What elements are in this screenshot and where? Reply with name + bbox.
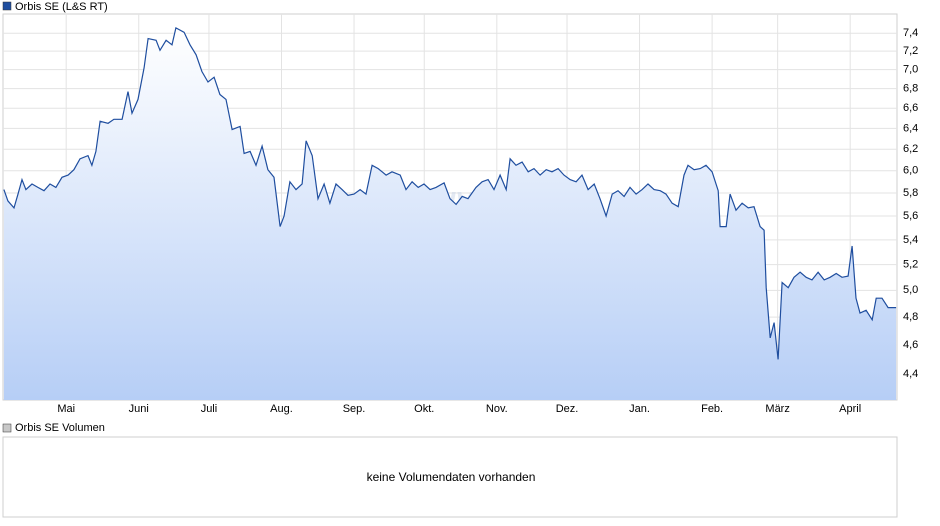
x-tick-label: Feb. xyxy=(701,403,723,415)
price-line xyxy=(3,27,897,360)
x-tick-label: Juni xyxy=(129,403,149,415)
y-tick-label: 5,0 xyxy=(903,284,918,296)
y-tick-label: 5,2 xyxy=(903,259,918,271)
volume-frame xyxy=(2,436,898,518)
y-tick-label: 7,0 xyxy=(903,64,918,76)
no-data-message: keine Volumendaten vorhanden xyxy=(367,470,536,484)
x-tick-label: Sep. xyxy=(343,403,366,415)
y-tick-label: 4,4 xyxy=(903,368,918,380)
area-fill xyxy=(3,27,897,401)
legend-label: Orbis SE (L&S RT) xyxy=(15,1,108,13)
y-tick-label: 4,6 xyxy=(903,339,918,351)
y-tick-label: 6,6 xyxy=(903,102,918,114)
x-tick-label: März xyxy=(765,403,789,415)
y-tick-label: 5,8 xyxy=(903,187,918,199)
plot: ARIVA xyxy=(3,27,897,401)
legend-swatch xyxy=(2,1,12,11)
x-tick-label: Jan. xyxy=(629,403,650,415)
x-tick-label: Juli xyxy=(201,403,218,415)
y-tick-label: 6,8 xyxy=(903,83,918,95)
x-tick-label: Aug. xyxy=(270,403,293,415)
y-tick-label: 7,4 xyxy=(903,27,918,39)
x-tick-label: Nov. xyxy=(486,403,508,415)
labels: 4,4 4,6 4,8 5,0 5,2 5,4 5,6 5,8 6,0 6,2 6,4 6,6 6,8 7… xyxy=(2,1,918,484)
legend-swatch xyxy=(2,423,12,433)
legend-label: Orbis SE Volumen xyxy=(15,422,105,434)
y-tick-label: 5,6 xyxy=(903,210,918,222)
y-tick-label: 5,4 xyxy=(903,234,918,246)
x-tick-label: Dez. xyxy=(556,403,579,415)
x-tick-label: Mai xyxy=(57,403,75,415)
y-tick-label: 6,4 xyxy=(903,122,918,134)
y-tick-label: 6,0 xyxy=(903,165,918,177)
x-tick-label: April xyxy=(839,403,861,415)
y-tick-label: 6,2 xyxy=(903,143,918,155)
y-tick-label: 4,8 xyxy=(903,311,918,323)
y-tick-label: 7,2 xyxy=(903,45,918,57)
x-tick-label: Okt. xyxy=(414,403,434,415)
